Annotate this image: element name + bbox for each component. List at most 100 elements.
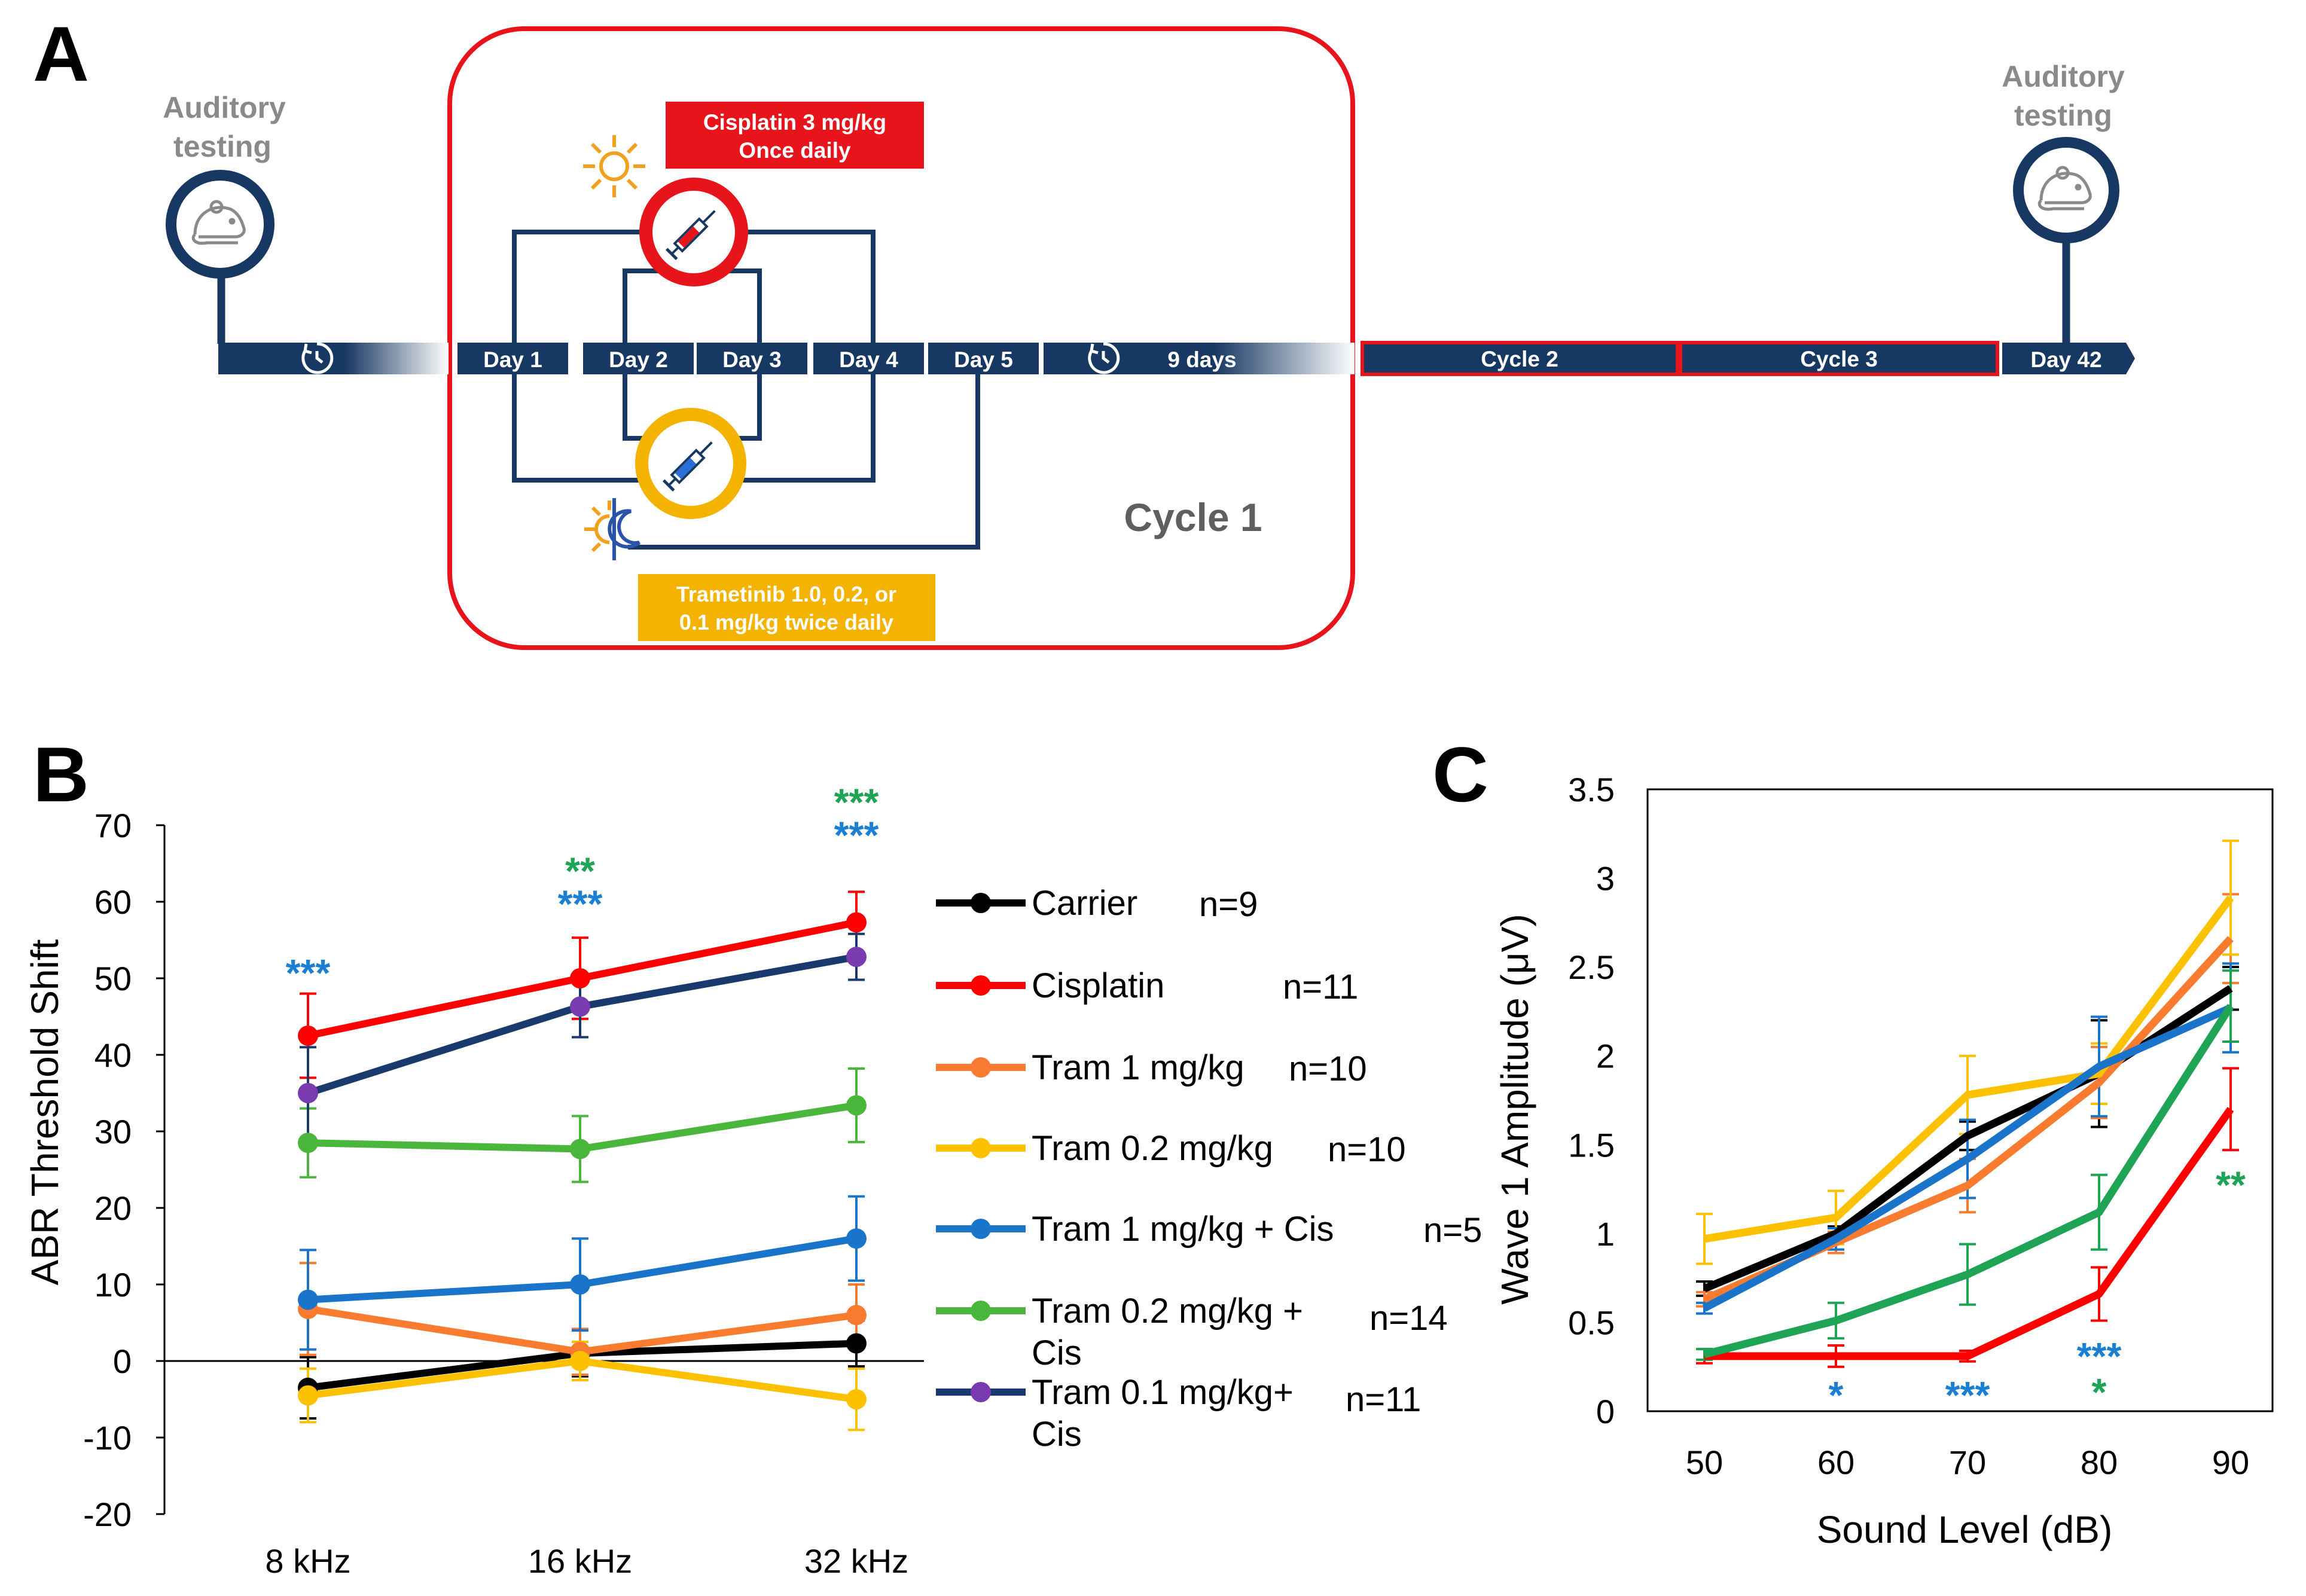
treatment-connectors [512, 230, 980, 550]
mouse-icon [2037, 166, 2092, 211]
legend-marker [971, 1301, 991, 1321]
chart-c-significance-marker: *** [2077, 1335, 2122, 1378]
sun-moon-icon [584, 498, 640, 560]
cisplatin-dose-box [666, 102, 924, 169]
cycle-2-box [1361, 341, 1679, 376]
chart-b-y-tick-label: 50 [94, 960, 132, 997]
sun-icon [583, 135, 645, 197]
day-box [928, 343, 1039, 374]
chart-b-y-tick-label: 10 [94, 1266, 132, 1304]
panel-c: C Wave 1 Amplitude (μV) Sound Level (dB)… [1432, 731, 2274, 1551]
legend-marker [971, 1057, 991, 1078]
chart-b-significance-marker: ** [565, 850, 595, 893]
chart-c-y-tick-label: 1.5 [1568, 1126, 1615, 1164]
chart-b-y-tick-label: 40 [94, 1036, 132, 1074]
clock-icon [301, 342, 334, 374]
mouse-icon [191, 200, 246, 245]
legend-n-label: n=5 [1423, 1211, 1482, 1250]
auditory-testing-end-line2: testing [2014, 99, 2112, 132]
legend-marker [971, 1138, 991, 1158]
legend-n-label: n=11 [1283, 968, 1358, 1006]
chart-b-data-point [298, 1385, 318, 1406]
chart-b-y-tick-label: 70 [94, 807, 132, 844]
auditory-testing-start-line2: testing [173, 130, 272, 163]
chart-c: 00.511.522.533.550 60 70 80 90* ********* [1568, 771, 2274, 1481]
chart-c-series-line [1703, 895, 2234, 1243]
day-label: Day 2 [609, 347, 668, 372]
panel-a-label: A [33, 10, 89, 97]
day-42-label: Day 42 [2030, 347, 2101, 372]
chart-c-y-tick-label: 1 [1596, 1215, 1615, 1253]
chart-b-data-point [846, 1389, 867, 1409]
chart-c-y-tick-label: 2.5 [1568, 948, 1615, 986]
chart-c-significance-marker: *** [1945, 1374, 1990, 1417]
day-label: Day 4 [839, 347, 898, 372]
legend-marker [971, 975, 991, 996]
chart-b-data-point [846, 1333, 867, 1354]
chart-b-data-point [570, 1351, 590, 1371]
chart-b-data-point [570, 968, 590, 988]
day-box [583, 343, 694, 374]
legend-label: Carrier [1032, 884, 1137, 923]
auditory-testing-start-line1: Auditory [163, 91, 286, 124]
legend-n-label: n=11 [1346, 1380, 1421, 1419]
trametinib-dose-line2: 0.1 mg/kg twice daily [679, 610, 893, 634]
chart-b-data-point [570, 996, 590, 1017]
day-label: Day 3 [722, 347, 782, 372]
chart-b-data-point [298, 1289, 318, 1310]
chart-c-series-line [1702, 1004, 2232, 1312]
cycle-3-box [1679, 341, 1999, 376]
chart-c-significance-marker: ** [2216, 1163, 2246, 1206]
chart-c-x-tick-label: 90 [2212, 1444, 2249, 1481]
syringe-icon [665, 210, 716, 261]
chart-c-y-tick-label: 3 [1596, 860, 1615, 898]
chart-c-xlabel: Sound Level (dB) [1817, 1508, 2113, 1551]
chart-b-data-point [846, 912, 867, 933]
chart-c-x-tick-label: 50 [1686, 1444, 1723, 1481]
chart-b-data-point [570, 1139, 590, 1159]
day-label: Day 1 [483, 347, 542, 372]
chart-b-significance-marker: *** [558, 883, 603, 926]
start-testing-marker [166, 170, 274, 279]
legend-n-label: n=10 [1289, 1049, 1367, 1088]
cycle-2-label: Cycle 2 [1481, 347, 1558, 371]
day-box [457, 343, 568, 374]
pre-treatment-bar [218, 343, 449, 374]
cisplatin-dose-line1: Cisplatin 3 mg/kg [703, 110, 886, 135]
trametinib-dose-box [638, 574, 935, 641]
chart-b-data-point [298, 1133, 318, 1153]
chart-b-data-point [846, 947, 867, 968]
legend-n-label: n=14 [1369, 1299, 1448, 1338]
chart-c-significance-marker: * [2092, 1371, 2107, 1414]
clock-icon [1088, 342, 1120, 374]
panel-b: B ABR Threshold Shift -20 -10 0 10 20 30 40 50 6… [23, 731, 1482, 1580]
cycle-1-label: Cycle 1 [1124, 495, 1262, 539]
chart-b-y-tick-label: 60 [94, 883, 132, 921]
chart-b-x-tick-label: 8 kHz [265, 1542, 350, 1580]
legend-marker [971, 1382, 991, 1402]
trametinib-dose-line1: Trametinib 1.0, 0.2, or [676, 582, 896, 606]
chart-c-series-line [1703, 1004, 2234, 1359]
legend-label: Tram 1 mg/kg + Cis [1032, 1210, 1334, 1249]
chart-c-series-line [1704, 1107, 2234, 1360]
day-label: Day 5 [954, 347, 1013, 372]
timeline: Day 1 Day 2 Day 3 Day 4 Day 5 9 days Cycle 2… [218, 341, 2135, 376]
chart-b-y-tick-label: -20 [83, 1496, 132, 1533]
syringe-icon [662, 441, 713, 492]
chart-c-significance-marker: * [1829, 1374, 1844, 1417]
chart-b-significance-marker: *** [286, 951, 331, 994]
legend-label: Tram 0.1 mg/kg+ [1032, 1373, 1294, 1412]
chart-c-ylabel: Wave 1 Amplitude (μV) [1493, 914, 1536, 1304]
legend-label: Tram 0.2 mg/kg [1032, 1129, 1273, 1168]
legend-n-label: n=9 [1199, 885, 1258, 924]
panel-c-label: C [1432, 731, 1488, 818]
chart-b-data-point [846, 1228, 867, 1249]
legend-n-label: n=10 [1328, 1130, 1406, 1169]
end-testing-marker [2013, 137, 2119, 243]
chart-b-data-point [298, 1026, 318, 1046]
chart-b-y-tick-label: -10 [83, 1419, 132, 1457]
cisplatin-dose-line2: Once daily [739, 138, 851, 163]
legend-label: Cis [1032, 1415, 1082, 1454]
chart-b-data-point [570, 1274, 590, 1295]
chart-b-data-point [846, 1095, 867, 1116]
